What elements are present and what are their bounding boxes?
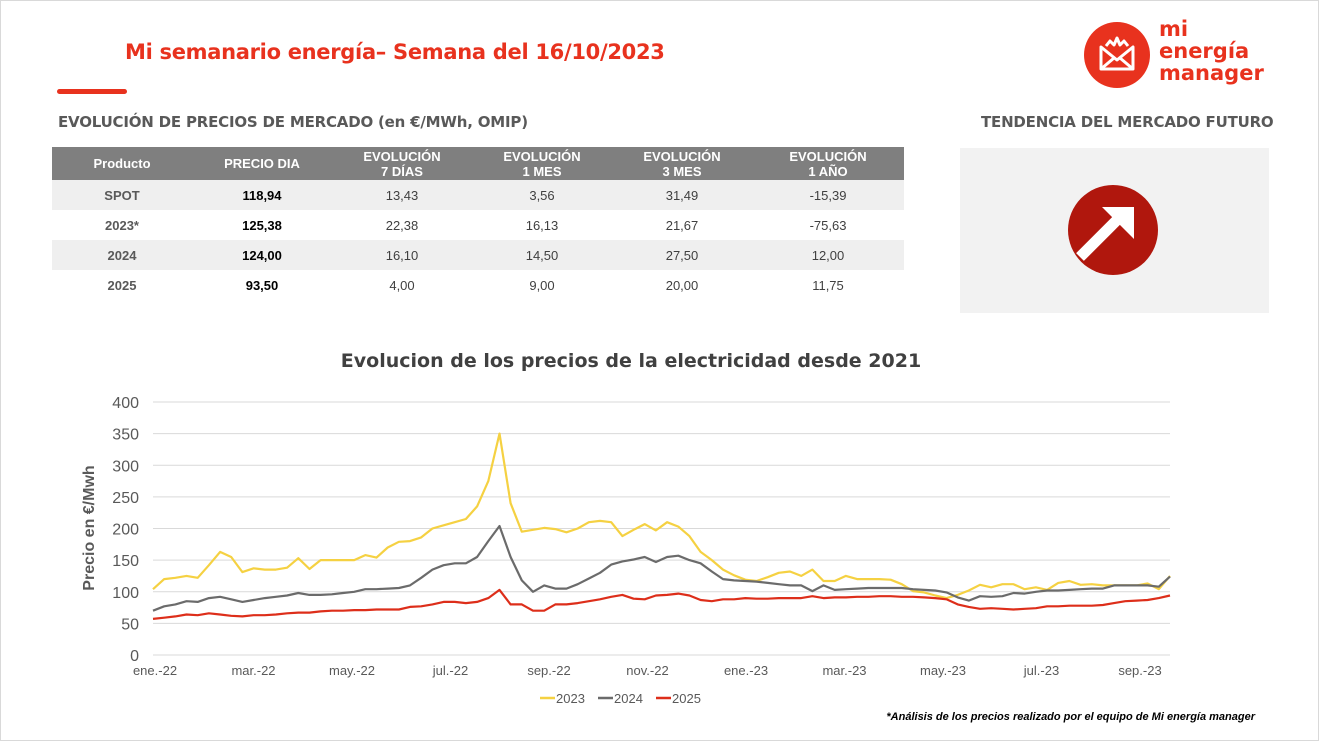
x-tick-label: may.-23: [920, 663, 966, 678]
chart-title: Evolucion de los precios de la electrici…: [340, 350, 922, 372]
column-header: Producto: [52, 147, 192, 180]
table-cell: 118,94: [192, 180, 332, 210]
footnote: *Análisis de los precios realizado por e…: [886, 711, 1255, 723]
logo-icon: [1084, 22, 1150, 88]
trend-panel: [960, 148, 1269, 313]
table-cell: 125,38: [242, 217, 282, 233]
trend-heading: TENDENCIA DEL MERCADO FUTURO: [981, 113, 1274, 131]
series-line-2025: [152, 588, 1171, 620]
y-tick-label: 150: [112, 553, 139, 570]
arrow-up-right-icon: [1068, 185, 1158, 275]
table-row: 2025 93,50 4,00 9,00 20,00 11,75: [52, 270, 904, 300]
x-tick-label: jul.-22: [432, 663, 468, 678]
table-cell: 2025: [107, 277, 137, 293]
x-tick-label: mar.-22: [231, 663, 275, 678]
column-header: EVOLUCIÓN 1 AÑO: [752, 147, 904, 180]
table-row: 2024 124,00 16,10 14,50 27,50 12,00: [52, 240, 904, 270]
table-cell: 14,50: [472, 240, 612, 270]
table-cell: 2024: [52, 240, 192, 270]
table-header-row: Producto PRECIO DIA EVOLUCIÓN 7 DÍAS EVOL…: [52, 147, 904, 180]
column-header: PRECIO DIA: [192, 147, 332, 180]
logo-line: energía: [1159, 39, 1250, 63]
table-cell: 11,75: [812, 277, 844, 293]
y-tick-label: 300: [112, 458, 139, 475]
series-line-2024: [152, 524, 1171, 612]
y-tick-label: 0: [130, 648, 139, 665]
table-cell: 93,50: [245, 277, 279, 293]
x-tick-label: mar.-23: [822, 663, 866, 678]
y-tick-label: 100: [112, 585, 139, 602]
table-cell: 13,43: [332, 180, 472, 210]
market-heading: EVOLUCIÓN DE PRECIOS DE MERCADO (en €/MW…: [58, 113, 528, 131]
table-cell: 22,38: [385, 217, 419, 233]
legend-label: 2023: [556, 691, 585, 706]
y-tick-label: 50: [121, 616, 139, 633]
table-cell: -75,63: [809, 217, 847, 233]
x-tick-label: ene.-22: [133, 663, 177, 678]
table-cell: 21,67: [665, 217, 699, 233]
table-cell: 16,13: [525, 217, 559, 233]
y-tick-label: 400: [112, 395, 139, 412]
table-cell: 31,49: [612, 180, 752, 210]
table-row: SPOT 118,94 13,43 3,56 31,49 -15,39: [52, 180, 904, 210]
y-tick-label: 350: [112, 427, 139, 444]
legend-label: 2024: [614, 691, 643, 706]
table-cell: 20,00: [665, 277, 699, 293]
x-tick-label: sep.-23: [1118, 663, 1161, 678]
table-row: 2023* 125,38 22,38 16,13 21,67 -75,63: [52, 210, 904, 240]
y-tick-label: 250: [112, 490, 139, 507]
logo-line: manager: [1159, 61, 1264, 85]
page-title: Mi semanario energía– Semana del 16/10/2…: [125, 40, 665, 64]
column-header: EVOLUCIÓN 3 MES: [612, 147, 752, 180]
logo-line: mi: [1159, 17, 1189, 41]
table-cell: 124,00: [192, 240, 332, 270]
table-cell: -15,39: [752, 180, 904, 210]
legend-label: 2025: [672, 691, 701, 706]
table-cell: 9,00: [529, 277, 555, 293]
y-axis-label: Precio en €/Mwh: [81, 465, 98, 590]
x-tick-label: ene.-23: [724, 663, 768, 678]
x-tick-label: jul.-23: [1023, 663, 1059, 678]
x-tick-label: nov.-22: [626, 663, 668, 678]
table-cell: SPOT: [52, 180, 192, 210]
y-tick-label: 200: [112, 522, 139, 539]
series-line-2023: [152, 432, 1171, 600]
column-header: EVOLUCIÓN 1 MES: [472, 147, 612, 180]
table-cell: 4,00: [389, 277, 415, 293]
title-underline: [57, 89, 127, 94]
x-tick-label: sep.-22: [527, 663, 570, 678]
logo-wordmark: mi energía manager: [1159, 18, 1264, 84]
table-cell: 12,00: [752, 240, 904, 270]
table-cell: 2023*: [105, 217, 139, 233]
brand-logo: mi energía manager: [1084, 18, 1284, 93]
table-cell: 3,56: [472, 180, 612, 210]
table-cell: 27,50: [612, 240, 752, 270]
x-tick-label: may.-22: [329, 663, 375, 678]
price-table: Producto PRECIO DIA EVOLUCIÓN 7 DÍAS EVOL…: [52, 147, 904, 300]
column-header: EVOLUCIÓN 7 DÍAS: [332, 147, 472, 180]
table-cell: 16,10: [332, 240, 472, 270]
